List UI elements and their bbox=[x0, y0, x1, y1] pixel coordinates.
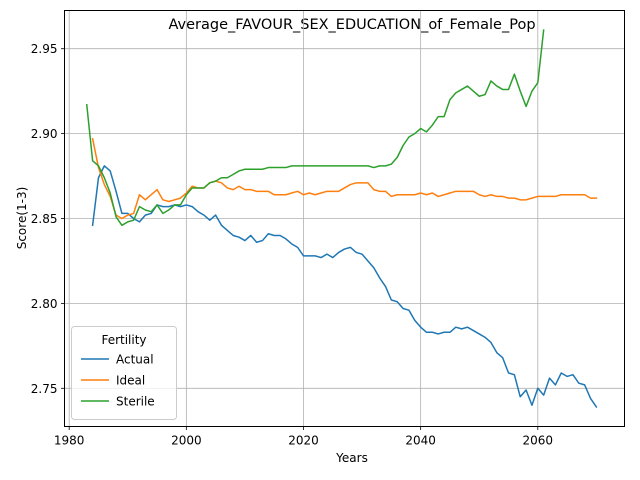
grid bbox=[64, 10, 625, 427]
legend-label-ideal: Ideal bbox=[116, 374, 145, 388]
x-tick-label: 2020 bbox=[288, 434, 319, 448]
x-tick-label: 2040 bbox=[405, 434, 436, 448]
y-axis-label: Score(1-3) bbox=[15, 187, 29, 250]
y-tick-label: 2.80 bbox=[31, 297, 58, 311]
y-tick-label: 2.85 bbox=[31, 212, 58, 226]
legend-box bbox=[71, 326, 177, 420]
x-axis-label: Years bbox=[335, 451, 368, 465]
x-tick-label: 2000 bbox=[171, 434, 202, 448]
legend: Fertility Actual Ideal Sterile bbox=[71, 326, 177, 420]
series-line-ideal bbox=[91, 137, 598, 220]
legend-entries: Actual Ideal Sterile bbox=[81, 353, 155, 409]
series-line-sterile bbox=[85, 29, 545, 227]
legend-title: Fertility bbox=[101, 333, 146, 347]
x-axis-ticks: 1980 2000 2020 2040 2060 bbox=[54, 426, 554, 448]
y-tick-label: 2.75 bbox=[31, 382, 58, 396]
x-tick-label: 2060 bbox=[523, 434, 554, 448]
y-tick-label: 2.95 bbox=[31, 42, 58, 56]
x-tick-label: 1980 bbox=[54, 434, 85, 448]
chart-title: Average_FAVOUR_SEX_EDUCATION_of_Female_P… bbox=[168, 17, 535, 33]
legend-label-sterile: Sterile bbox=[116, 395, 155, 409]
series-lines bbox=[85, 29, 598, 409]
y-axis-ticks: 2.75 2.80 2.85 2.90 2.95 bbox=[31, 42, 65, 396]
legend-label-actual: Actual bbox=[116, 353, 154, 367]
y-tick-label: 2.90 bbox=[31, 127, 58, 141]
plot-frame bbox=[64, 10, 625, 427]
